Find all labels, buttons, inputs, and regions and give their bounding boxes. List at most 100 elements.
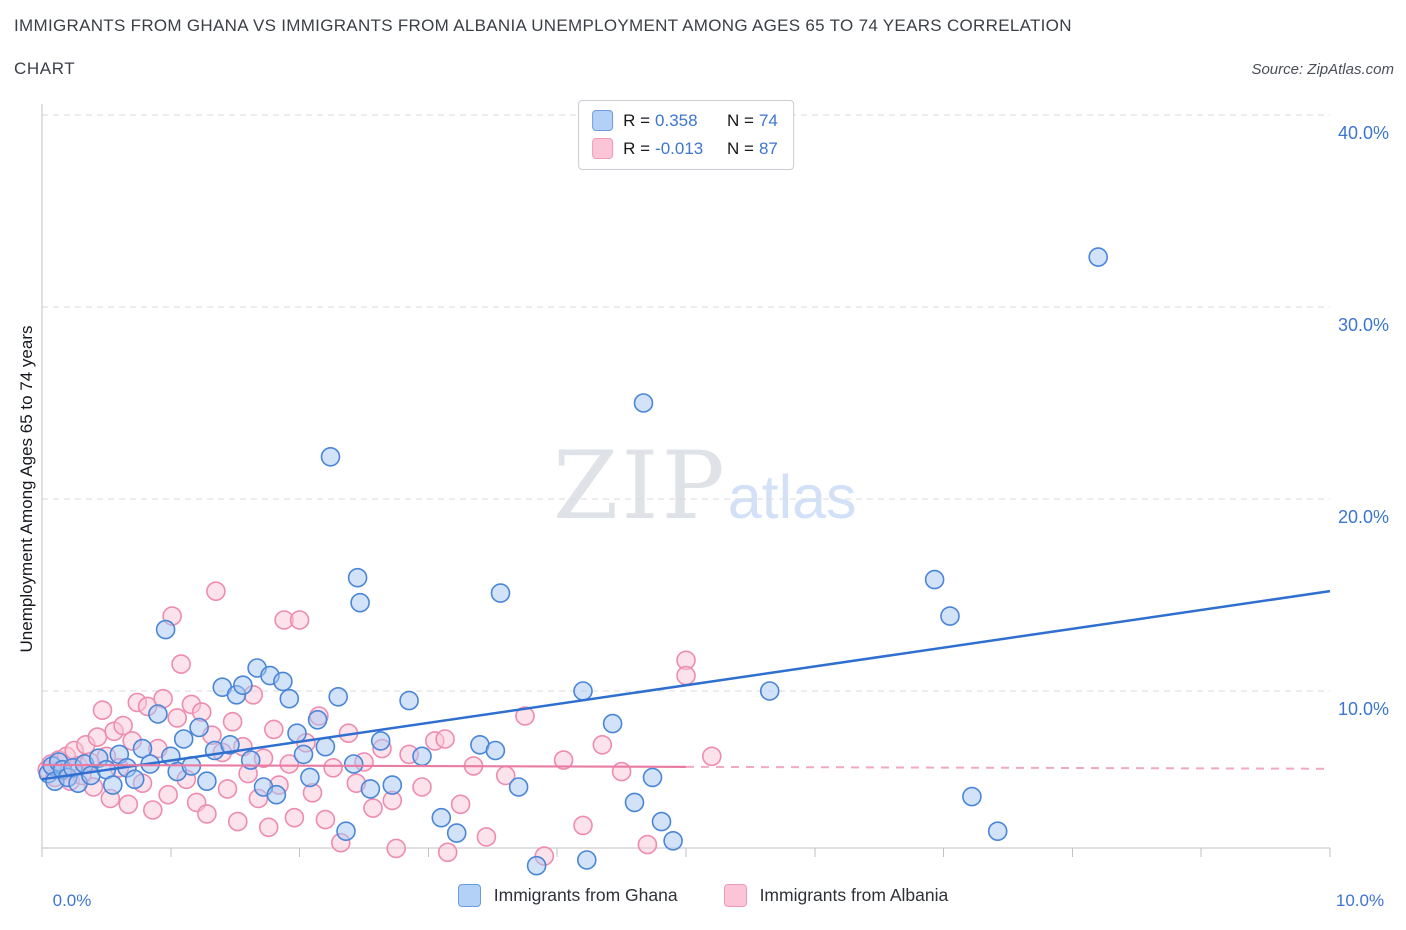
scatter-point-ghana[interactable]	[602, 713, 623, 734]
scatter-point-ghana[interactable]	[197, 771, 217, 792]
scatter-point-ghana[interactable]	[759, 681, 780, 701]
n-label: N =	[727, 111, 754, 130]
scatter-point-albania[interactable]	[92, 700, 113, 721]
scatter-point-albania[interactable]	[289, 610, 310, 630]
scatter-point-ghana[interactable]	[103, 775, 123, 795]
scatter-point-albania[interactable]	[228, 811, 248, 832]
trend-line-ghana	[41, 589, 1331, 781]
scatter-point-albania[interactable]	[553, 750, 574, 770]
scatter-point-ghana[interactable]	[233, 675, 253, 696]
scatter-point-ghana[interactable]	[962, 786, 982, 807]
scatter-point-ghana[interactable]	[328, 686, 349, 707]
scatter-point-albania[interactable]	[284, 807, 305, 828]
legend-item-ghana[interactable]: Immigrants from Ghana	[457, 884, 678, 907]
scatter-point-ghana[interactable]	[624, 792, 645, 813]
scatter-point-albania[interactable]	[573, 815, 593, 836]
scatter-point-ghana[interactable]	[220, 734, 240, 755]
scatter-point-ghana[interactable]	[347, 567, 368, 588]
scatter-point-ghana[interactable]	[642, 767, 663, 788]
scatter-point-albania[interactable]	[206, 581, 226, 602]
scatter-point-ghana[interactable]	[508, 777, 529, 797]
scatter-point-albania[interactable]	[197, 804, 217, 824]
scatter-point-ghana[interactable]	[315, 736, 336, 757]
scatter-point-albania[interactable]	[701, 746, 722, 767]
scatter-point-ghana[interactable]	[307, 709, 328, 730]
scatter-point-ghana[interactable]	[370, 731, 391, 751]
scatter-point-albania[interactable]	[263, 719, 284, 740]
source-credit: Source: ZipAtlas.com	[1251, 61, 1394, 78]
scatter-point-albania[interactable]	[676, 665, 696, 686]
scatter-point-albania[interactable]	[87, 727, 108, 747]
scatter-point-ghana[interactable]	[266, 784, 287, 805]
scatter-point-ghana[interactable]	[155, 619, 176, 640]
albania-swatch	[723, 884, 747, 907]
bottom-legend: Immigrants from Ghana Immigrants from Al…	[0, 884, 1406, 907]
r-value-ghana: 0.358	[655, 111, 698, 130]
scatter-point-ghana[interactable]	[651, 811, 672, 832]
scatter-point-ghana[interactable]	[287, 723, 307, 744]
scatter-point-albania[interactable]	[611, 761, 632, 782]
scatter-point-ghana[interactable]	[273, 671, 293, 692]
scatter-point-ghana[interactable]	[300, 767, 320, 788]
scatter-point-ghana[interactable]	[350, 592, 370, 613]
scatter-point-albania[interactable]	[323, 757, 343, 778]
scatter-point-albania[interactable]	[435, 729, 455, 749]
scatter-point-ghana[interactable]	[526, 855, 547, 876]
scatter-point-albania[interactable]	[412, 777, 432, 797]
x-tick-label: 10.0%	[1336, 891, 1384, 910]
y-tick-label: 10.0%	[1338, 699, 1389, 719]
scatter-point-ghana[interactable]	[360, 779, 381, 799]
scatter-point-ghana[interactable]	[132, 738, 153, 759]
scatter-point-ghana[interactable]	[399, 690, 419, 711]
scatter-point-albania[interactable]	[279, 754, 300, 774]
stats-row-albania: R = -0.013 N = 87	[592, 138, 778, 159]
trend-line-albania	[41, 763, 687, 768]
scatter-point-ghana[interactable]	[320, 446, 341, 467]
scatter-point-ghana[interactable]	[485, 740, 506, 761]
scatter-point-ghana[interactable]	[148, 704, 168, 724]
scatter-point-albania[interactable]	[476, 827, 497, 847]
scatter-point-ghana[interactable]	[633, 393, 654, 413]
scatter-point-ghana[interactable]	[924, 569, 945, 590]
scatter-point-ghana[interactable]	[343, 754, 364, 774]
scatter-point-ghana[interactable]	[431, 807, 452, 828]
scatter-point-ghana[interactable]	[573, 681, 593, 701]
scatter-point-albania[interactable]	[167, 708, 187, 728]
scatter-point-albania[interactable]	[315, 809, 336, 830]
scatter-point-ghana[interactable]	[1088, 247, 1108, 267]
scatter-point-albania[interactable]	[171, 654, 191, 674]
scatter-point-ghana[interactable]	[663, 830, 683, 851]
scatter-point-ghana[interactable]	[412, 746, 432, 767]
legend-item-albania[interactable]: Immigrants from Albania	[723, 884, 948, 907]
scatter-point-ghana[interactable]	[490, 583, 511, 603]
legend-label-ghana: Immigrants from Ghana	[493, 885, 678, 905]
scatter-point-albania[interactable]	[222, 711, 243, 732]
n-value-ghana: 74	[758, 111, 778, 130]
scatter-point-ghana[interactable]	[576, 850, 597, 870]
scatter-point-albania[interactable]	[637, 834, 658, 855]
scatter-point-ghana[interactable]	[293, 744, 314, 765]
scatter-point-albania[interactable]	[450, 794, 471, 815]
scatter-point-albania[interactable]	[515, 706, 535, 726]
scatter-point-ghana[interactable]	[987, 821, 1008, 842]
scatter-point-albania[interactable]	[386, 838, 407, 859]
scatter-point-ghana[interactable]	[279, 688, 300, 709]
scatter-point-ghana[interactable]	[382, 775, 403, 795]
scatter-point-albania[interactable]	[437, 842, 458, 863]
scatter-point-albania[interactable]	[217, 779, 238, 799]
scatter-point-albania[interactable]	[592, 734, 613, 755]
scatter-point-ghana[interactable]	[336, 821, 356, 842]
scatter-point-albania[interactable]	[158, 784, 178, 805]
y-gridlines	[42, 114, 1330, 692]
scatter-point-ghana[interactable]	[446, 823, 467, 843]
scatter-point-albania[interactable]	[113, 715, 133, 736]
n-value-albania: 87	[758, 139, 778, 158]
scatter-point-albania[interactable]	[118, 794, 139, 815]
scatter-point-albania[interactable]	[258, 817, 279, 838]
scatter-point-ghana[interactable]	[173, 729, 194, 749]
scatter-point-ghana[interactable]	[940, 606, 960, 626]
scatter-point-ghana[interactable]	[124, 769, 145, 790]
scatter-point-albania[interactable]	[143, 800, 163, 820]
scatter-point-ghana[interactable]	[189, 717, 209, 738]
scatter-point-albania[interactable]	[363, 798, 383, 818]
